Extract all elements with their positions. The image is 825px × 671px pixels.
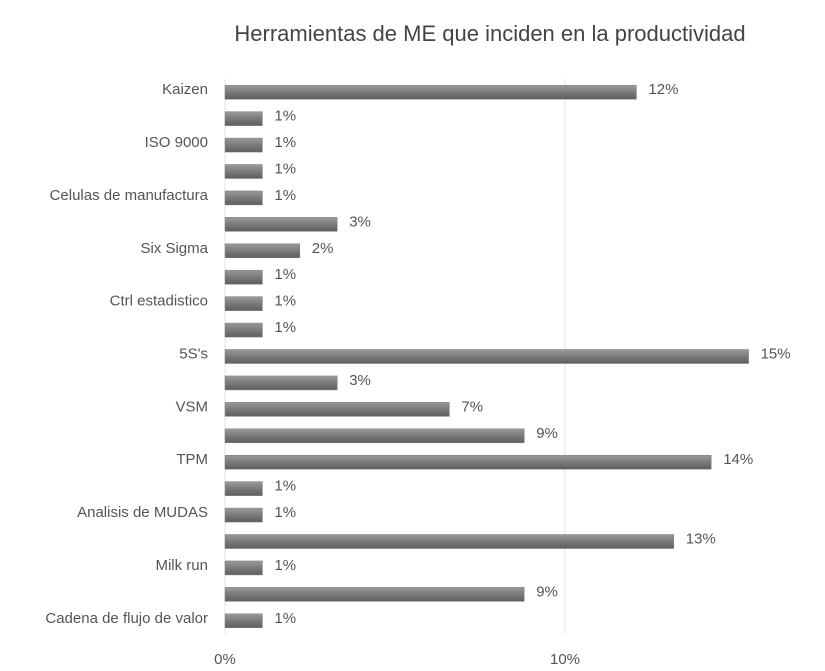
bar <box>224 111 263 126</box>
data-label: 1% <box>274 478 296 495</box>
y-tick-label: Cadena de flujo de valor <box>45 610 208 627</box>
chart-title: Herramientas de ME que inciden en la pro… <box>234 21 745 46</box>
bar <box>224 243 301 259</box>
y-tick-label: ISO 9000 <box>145 134 208 151</box>
data-label: 9% <box>536 583 558 600</box>
data-label: 1% <box>274 108 296 125</box>
y-tick-label: 5S's <box>179 345 208 362</box>
bar <box>224 587 525 602</box>
bar <box>224 137 263 153</box>
y-tick-label: Celulas de manufactura <box>50 187 209 204</box>
bar <box>224 613 263 629</box>
x-tick-label: 0% <box>214 651 236 668</box>
y-tick-label: Analisis de MUDAS <box>77 504 208 521</box>
bar <box>224 217 338 232</box>
data-label: 1% <box>274 266 296 283</box>
bar <box>224 322 263 338</box>
data-label: 1% <box>274 610 296 627</box>
data-label: 15% <box>761 345 791 362</box>
data-label: 3% <box>349 372 371 389</box>
x-tick-label: 10% <box>550 651 580 668</box>
bar <box>224 190 263 206</box>
data-label: 1% <box>274 160 296 177</box>
data-label: 1% <box>274 187 296 204</box>
bar <box>224 481 263 496</box>
bar <box>224 402 450 417</box>
y-tick-label: VSM <box>175 398 208 415</box>
bar <box>224 560 263 576</box>
bar <box>224 84 637 100</box>
y-tick-label: Kaizen <box>162 81 208 98</box>
data-label: 1% <box>274 134 296 151</box>
bar <box>224 296 263 311</box>
data-label: 7% <box>461 398 483 415</box>
bar <box>224 534 675 549</box>
bar <box>224 507 263 523</box>
bar <box>224 269 263 285</box>
bar <box>224 349 749 364</box>
data-label: 12% <box>648 81 678 98</box>
bar <box>224 375 338 391</box>
data-label: 1% <box>274 319 296 336</box>
bar <box>224 428 525 444</box>
data-label: 13% <box>686 530 716 547</box>
data-label: 3% <box>349 213 371 230</box>
data-label: 1% <box>274 557 296 574</box>
bar <box>224 454 712 470</box>
data-label: 14% <box>723 451 753 468</box>
data-label: 2% <box>312 240 334 257</box>
y-tick-label: TPM <box>176 451 208 468</box>
data-label: 1% <box>274 293 296 310</box>
data-label: 1% <box>274 504 296 521</box>
data-label: 9% <box>536 425 558 442</box>
y-tick-label: Ctrl estadistico <box>110 293 208 310</box>
bar <box>224 164 263 179</box>
y-tick-label: Milk run <box>155 557 208 574</box>
y-tick-label: Six Sigma <box>140 240 208 257</box>
